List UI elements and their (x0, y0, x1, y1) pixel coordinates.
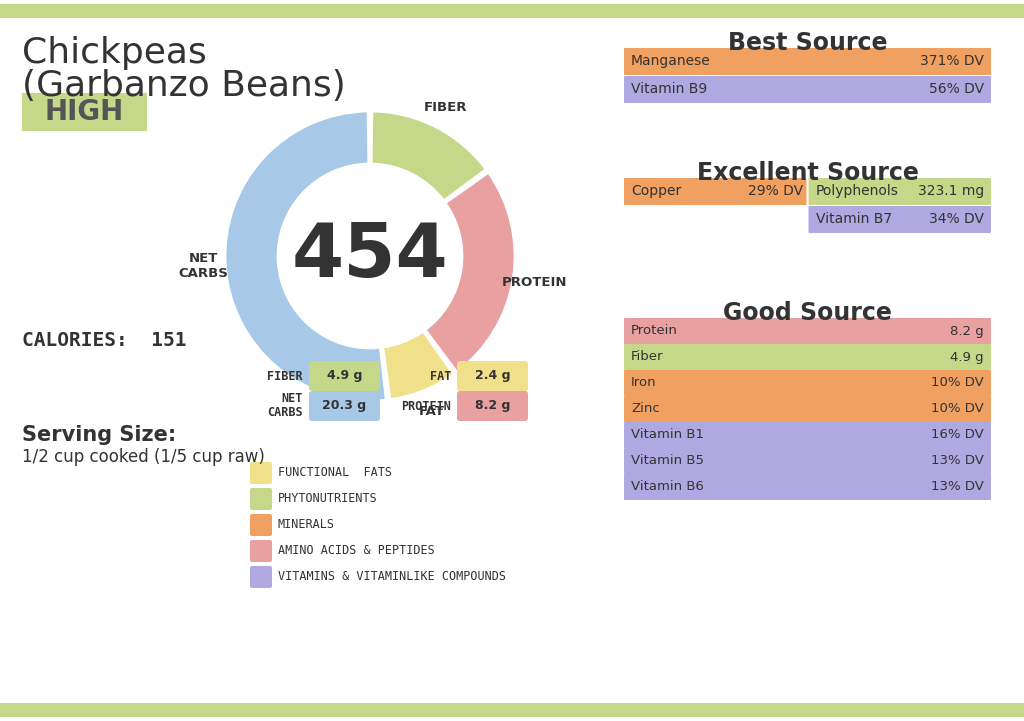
Wedge shape (425, 172, 515, 372)
Text: MINERALS: MINERALS (278, 518, 335, 531)
Text: FAT: FAT (419, 404, 444, 417)
Text: CARBS: CARBS (267, 407, 303, 420)
Text: AMINO ACIDS & PEPTIDES: AMINO ACIDS & PEPTIDES (278, 544, 435, 557)
Text: VITAMINS & VITAMINLIKE COMPOUNDS: VITAMINS & VITAMINLIKE COMPOUNDS (278, 570, 506, 583)
Text: FUNCTIONAL  FATS: FUNCTIONAL FATS (278, 466, 392, 479)
Wedge shape (225, 111, 386, 401)
Text: 2.4 g: 2.4 g (475, 369, 510, 383)
FancyBboxPatch shape (250, 566, 272, 588)
Text: Manganese: Manganese (631, 54, 711, 68)
Text: PROTEIN: PROTEIN (401, 399, 451, 412)
Text: 29% DV: 29% DV (749, 184, 804, 198)
Text: 8.2 g: 8.2 g (950, 324, 984, 337)
Text: 371% DV: 371% DV (921, 54, 984, 68)
Text: 454: 454 (292, 219, 449, 293)
FancyBboxPatch shape (250, 488, 272, 510)
FancyBboxPatch shape (624, 422, 991, 448)
FancyBboxPatch shape (624, 448, 991, 474)
FancyBboxPatch shape (457, 361, 528, 391)
FancyBboxPatch shape (624, 178, 807, 205)
Text: NET: NET (282, 392, 303, 405)
Text: Fiber: Fiber (631, 350, 664, 363)
FancyBboxPatch shape (624, 76, 991, 103)
Text: Best Source: Best Source (728, 31, 887, 55)
Text: (Garbanzo Beans): (Garbanzo Beans) (22, 69, 346, 103)
Text: 56% DV: 56% DV (929, 82, 984, 96)
Text: Vitamin B6: Vitamin B6 (631, 480, 703, 493)
Text: Vitamin B7: Vitamin B7 (815, 212, 892, 226)
Text: 1/2 cup cooked (1/5 cup raw): 1/2 cup cooked (1/5 cup raw) (22, 448, 265, 466)
FancyBboxPatch shape (624, 48, 991, 75)
Text: 4.9 g: 4.9 g (327, 369, 362, 383)
Text: NET
CARBS: NET CARBS (178, 252, 228, 280)
Text: Excellent Source: Excellent Source (696, 161, 919, 185)
Text: FAT: FAT (430, 369, 451, 383)
Text: 34% DV: 34% DV (929, 212, 984, 226)
FancyBboxPatch shape (250, 462, 272, 484)
FancyBboxPatch shape (624, 396, 991, 422)
Text: Serving Size:: Serving Size: (22, 425, 176, 445)
Text: 10% DV: 10% DV (931, 376, 984, 389)
Wedge shape (383, 331, 454, 399)
Text: Vitamin B1: Vitamin B1 (631, 428, 705, 441)
Text: 4.9 g: 4.9 g (950, 350, 984, 363)
FancyBboxPatch shape (250, 514, 272, 536)
FancyBboxPatch shape (22, 93, 147, 131)
FancyBboxPatch shape (809, 178, 991, 205)
Text: PHYTONUTRIENTS: PHYTONUTRIENTS (278, 492, 378, 505)
Text: Vitamin B5: Vitamin B5 (631, 454, 705, 467)
Text: FIBER: FIBER (424, 101, 468, 114)
Text: 13% DV: 13% DV (931, 454, 984, 467)
FancyBboxPatch shape (624, 318, 991, 344)
Text: HIGH: HIGH (44, 98, 124, 126)
Text: 8.2 g: 8.2 g (475, 399, 510, 412)
Text: Vitamin B9: Vitamin B9 (631, 82, 708, 96)
Text: Good Source: Good Source (723, 301, 892, 325)
Text: 20.3 g: 20.3 g (323, 399, 367, 412)
Text: FIBER: FIBER (267, 369, 303, 383)
Text: Polyphenols: Polyphenols (815, 184, 898, 198)
Text: 13% DV: 13% DV (931, 480, 984, 493)
FancyBboxPatch shape (457, 391, 528, 421)
FancyBboxPatch shape (250, 540, 272, 562)
FancyBboxPatch shape (809, 206, 991, 233)
FancyBboxPatch shape (309, 361, 380, 391)
FancyBboxPatch shape (624, 474, 991, 500)
FancyBboxPatch shape (624, 370, 991, 396)
FancyBboxPatch shape (624, 344, 991, 370)
Text: Chickpeas: Chickpeas (22, 36, 207, 70)
FancyBboxPatch shape (0, 4, 1024, 18)
Text: Iron: Iron (631, 376, 656, 389)
Text: 10% DV: 10% DV (931, 402, 984, 415)
Text: CALORIES:  151: CALORIES: 151 (22, 331, 186, 350)
Wedge shape (372, 111, 486, 201)
Text: 323.1 mg: 323.1 mg (918, 184, 984, 198)
FancyBboxPatch shape (309, 391, 380, 421)
Text: Protein: Protein (631, 324, 678, 337)
Text: Copper: Copper (631, 184, 681, 198)
FancyBboxPatch shape (0, 703, 1024, 717)
Text: 16% DV: 16% DV (931, 428, 984, 441)
Text: PROTEIN: PROTEIN (502, 275, 567, 288)
Text: Zinc: Zinc (631, 402, 659, 415)
